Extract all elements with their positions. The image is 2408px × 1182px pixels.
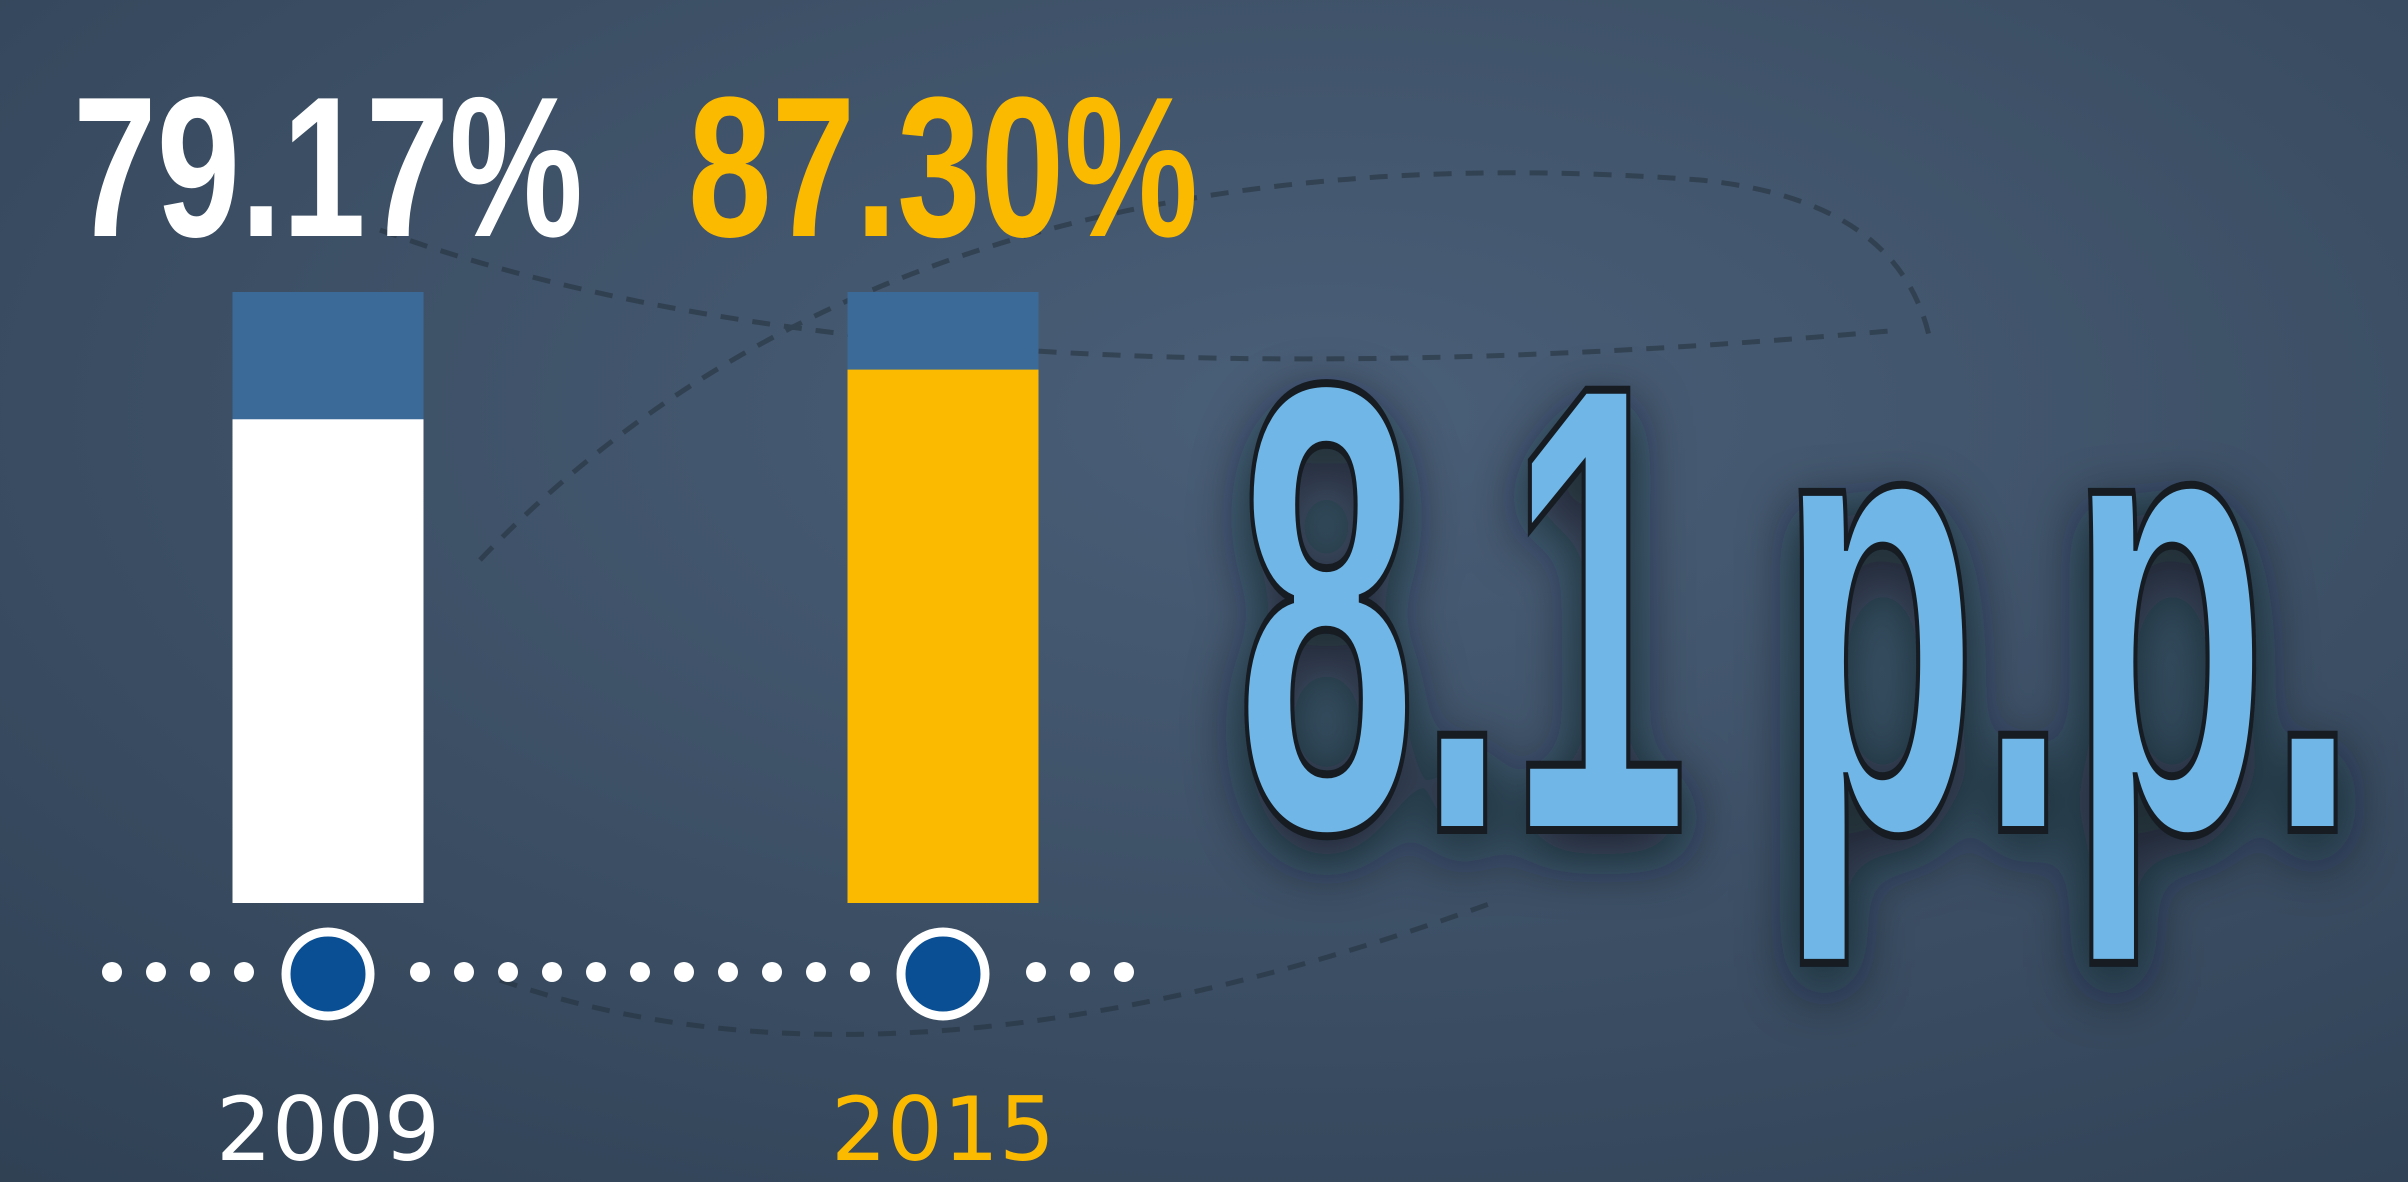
timeline-dot (674, 962, 694, 982)
timeline-dot (586, 962, 606, 982)
timeline-dot (806, 962, 826, 982)
timeline-dot (762, 962, 782, 982)
timeline-dot (718, 962, 738, 982)
timeline-dot (410, 962, 430, 982)
timeline-dot (498, 962, 518, 982)
timeline-dot (630, 962, 650, 982)
timeline-dot (234, 962, 254, 982)
x-tick-label: 2009 (216, 1078, 440, 1181)
bar (232, 419, 424, 903)
timeline-marker (281, 927, 375, 1021)
difference-annotation: 8.1 p.p. (1236, 251, 2358, 970)
timeline-dot (454, 962, 474, 982)
x-tick-label: 2015 (831, 1078, 1055, 1181)
timeline-dot (1114, 962, 1134, 982)
value-label: 79.17% (73, 56, 583, 279)
value-label: 87.30% (688, 56, 1198, 279)
timeline-marker (896, 927, 990, 1021)
timeline-dot (542, 962, 562, 982)
bar (847, 369, 1039, 903)
timeline-dot (1026, 962, 1046, 982)
timeline-dot (190, 962, 210, 982)
timeline-dot (1070, 962, 1090, 982)
timeline-dot (102, 962, 122, 982)
timeline-dot (146, 962, 166, 982)
timeline-dot (850, 962, 870, 982)
